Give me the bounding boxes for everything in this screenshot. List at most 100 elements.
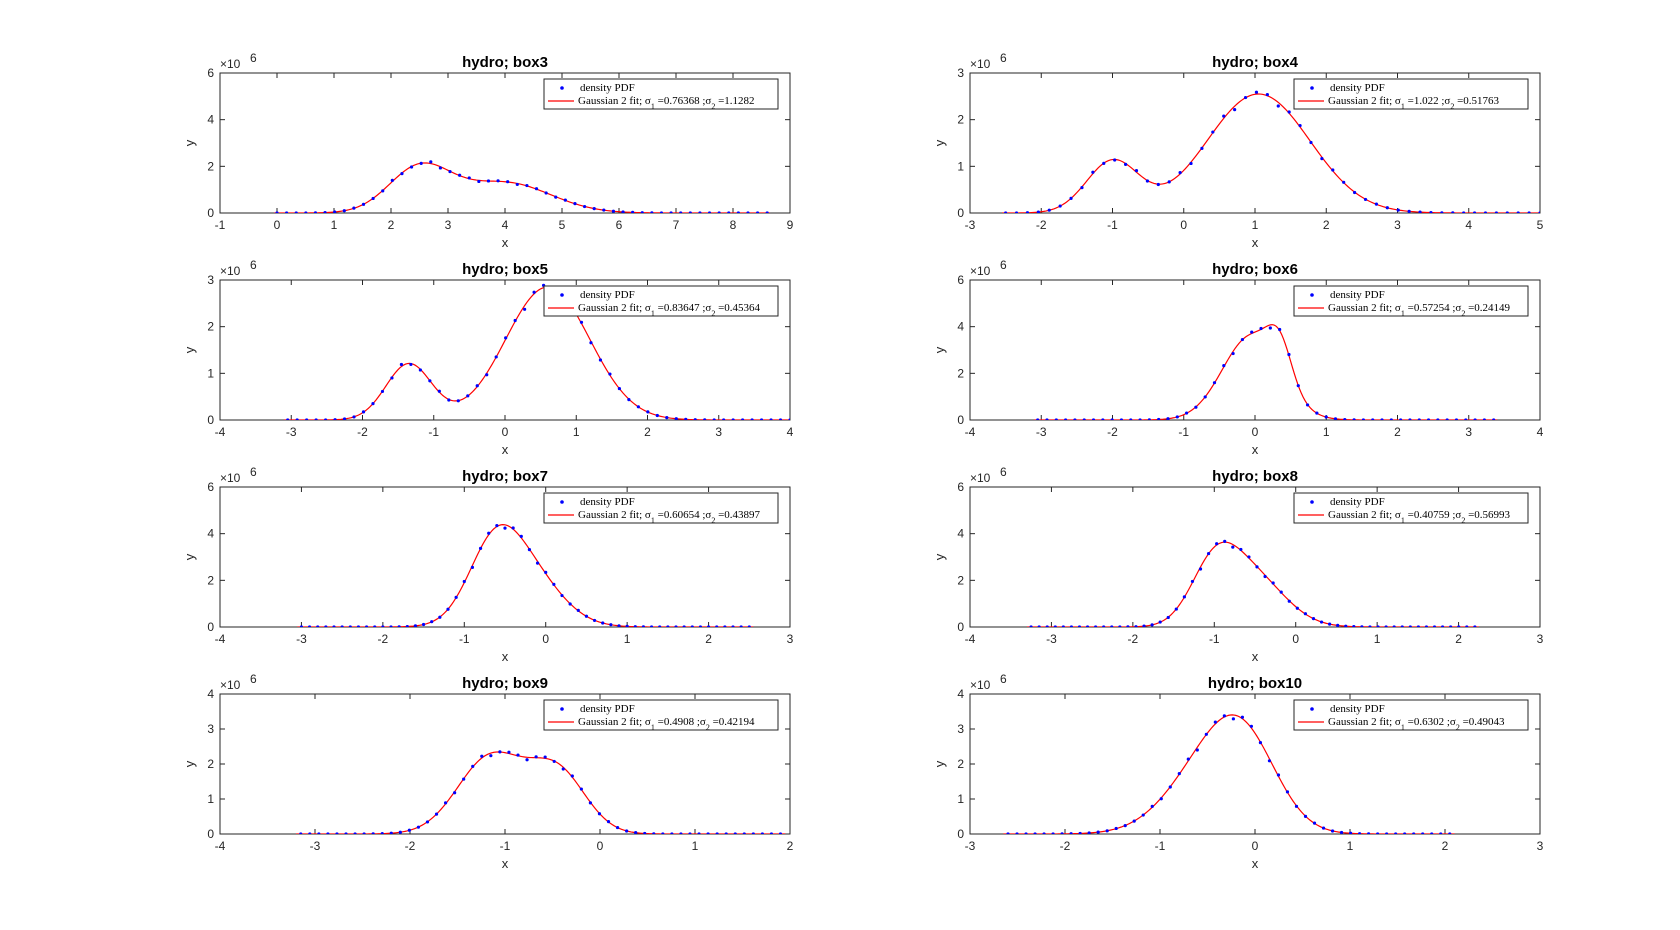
data-point (1119, 418, 1124, 420)
data-point (573, 202, 577, 206)
data-point (1141, 813, 1145, 817)
data-point (658, 625, 662, 627)
x-tick-label: 2 (388, 218, 395, 232)
data-point (503, 526, 507, 530)
legend-fit-s1-label: σ (645, 95, 651, 107)
legend-fit-s2-label: ;σ (700, 302, 712, 314)
legend-label-data: density PDF (580, 496, 635, 508)
legend-fit-s2-sub: 2 (1461, 309, 1465, 318)
data-point (1184, 411, 1189, 415)
data-point (1392, 625, 1396, 627)
legend-dot-marker (1310, 293, 1314, 297)
x-tick-label: 1 (692, 839, 699, 853)
data-point (1123, 824, 1127, 828)
data-point (627, 398, 631, 402)
data-point (1320, 156, 1324, 161)
data-point (1352, 625, 1356, 627)
legend-fit-s1-label: σ (645, 509, 651, 521)
y-tick-label: 2 (957, 113, 964, 127)
data-point (1118, 625, 1122, 627)
data-point (1203, 395, 1207, 399)
data-point (1211, 130, 1215, 134)
legend-fit-s1-sub: 1 (651, 309, 655, 318)
data-point (1198, 567, 1203, 571)
data-point (1091, 418, 1096, 420)
legend-fit-s2-label: ;σ (1444, 716, 1456, 728)
data-point (362, 832, 366, 834)
data-point (342, 209, 346, 213)
data-point (428, 379, 432, 383)
y-tick-label: 1 (957, 792, 964, 806)
data-point (1231, 545, 1235, 549)
data-point (1408, 418, 1412, 420)
panel-title: hydro; box6 (1212, 261, 1298, 278)
legend-box (1293, 285, 1529, 317)
x-tick-label: -4 (215, 425, 226, 439)
data-point (1158, 620, 1162, 624)
data-point (326, 832, 330, 834)
data-point (506, 180, 510, 184)
legend-label-data: density PDF (1330, 496, 1385, 508)
data-point (416, 825, 421, 829)
data-point (496, 179, 500, 183)
x-tick-label: -1 (1178, 425, 1189, 439)
y-tick-label: 6 (957, 273, 964, 287)
data-point (356, 625, 361, 627)
data-point (486, 179, 491, 183)
data-point (534, 755, 538, 759)
x-tick-label: -3 (296, 632, 307, 646)
data-point (430, 620, 434, 624)
legend-box (543, 492, 779, 524)
legend-fit-fit-prefix: Gaussian 2 fit; (578, 509, 645, 521)
x-tick-label: 0 (597, 839, 604, 853)
data-point (751, 832, 755, 834)
x-tick-label: 7 (673, 218, 680, 232)
data-point (333, 418, 337, 420)
legend-fit-fit-prefix: Gaussian 2 fit; (1328, 716, 1395, 728)
data-point (759, 418, 764, 420)
data-point (371, 402, 375, 406)
data-point (504, 336, 508, 340)
data-point (462, 579, 466, 584)
y-multiplier-exponent: 6 (250, 465, 257, 479)
data-point (588, 801, 593, 805)
y-tick-label: 1 (207, 792, 214, 806)
data-point (693, 418, 697, 420)
data-point (305, 418, 309, 420)
subplot-8: -3 -2 -1 0 1 2 3 0 1 2 3 4 ×10 6 hydro; box10 x y density… (932, 672, 1544, 871)
data-point (1421, 832, 1425, 834)
data-point (458, 173, 462, 177)
subplot-4: -4 -3 -2 -1 0 1 2 3 4 0 2 4 6 ×10 6 hydro; box6 x y densit… (932, 258, 1544, 457)
data-point (1105, 829, 1109, 833)
legend-label-data: density PDF (1330, 82, 1385, 94)
x-tick-label: 1 (1347, 839, 1354, 853)
data-point (1058, 204, 1062, 208)
legend-label-fit: Gaussian 2 fit; σ1 =0.57254 ;σ2 =0.24149 (1328, 302, 1511, 318)
data-point (361, 410, 366, 414)
legend-fit-s2-sub: 2 (711, 102, 715, 111)
data-point (1448, 832, 1452, 834)
y-tick-label: 3 (957, 66, 964, 80)
y-axis-label: y (932, 346, 947, 353)
data-point (1492, 418, 1496, 420)
data-point (543, 755, 547, 759)
data-point (659, 211, 664, 213)
data-point (1436, 418, 1440, 420)
data-point (1360, 625, 1364, 627)
data-point (1036, 418, 1040, 420)
data-point (633, 625, 637, 627)
data-point (1036, 210, 1040, 213)
data-point (333, 210, 337, 213)
data-point (1396, 208, 1400, 212)
data-point (1101, 418, 1105, 420)
data-point (418, 368, 422, 372)
data-point (381, 189, 385, 193)
data-point (742, 832, 746, 834)
y-multiplier-exponent: 6 (250, 51, 257, 65)
data-point (563, 198, 567, 202)
data-point (352, 206, 356, 210)
data-point (478, 546, 483, 550)
data-point (1014, 211, 1019, 213)
data-point (1114, 826, 1118, 831)
y-axis-label: y (182, 346, 197, 353)
